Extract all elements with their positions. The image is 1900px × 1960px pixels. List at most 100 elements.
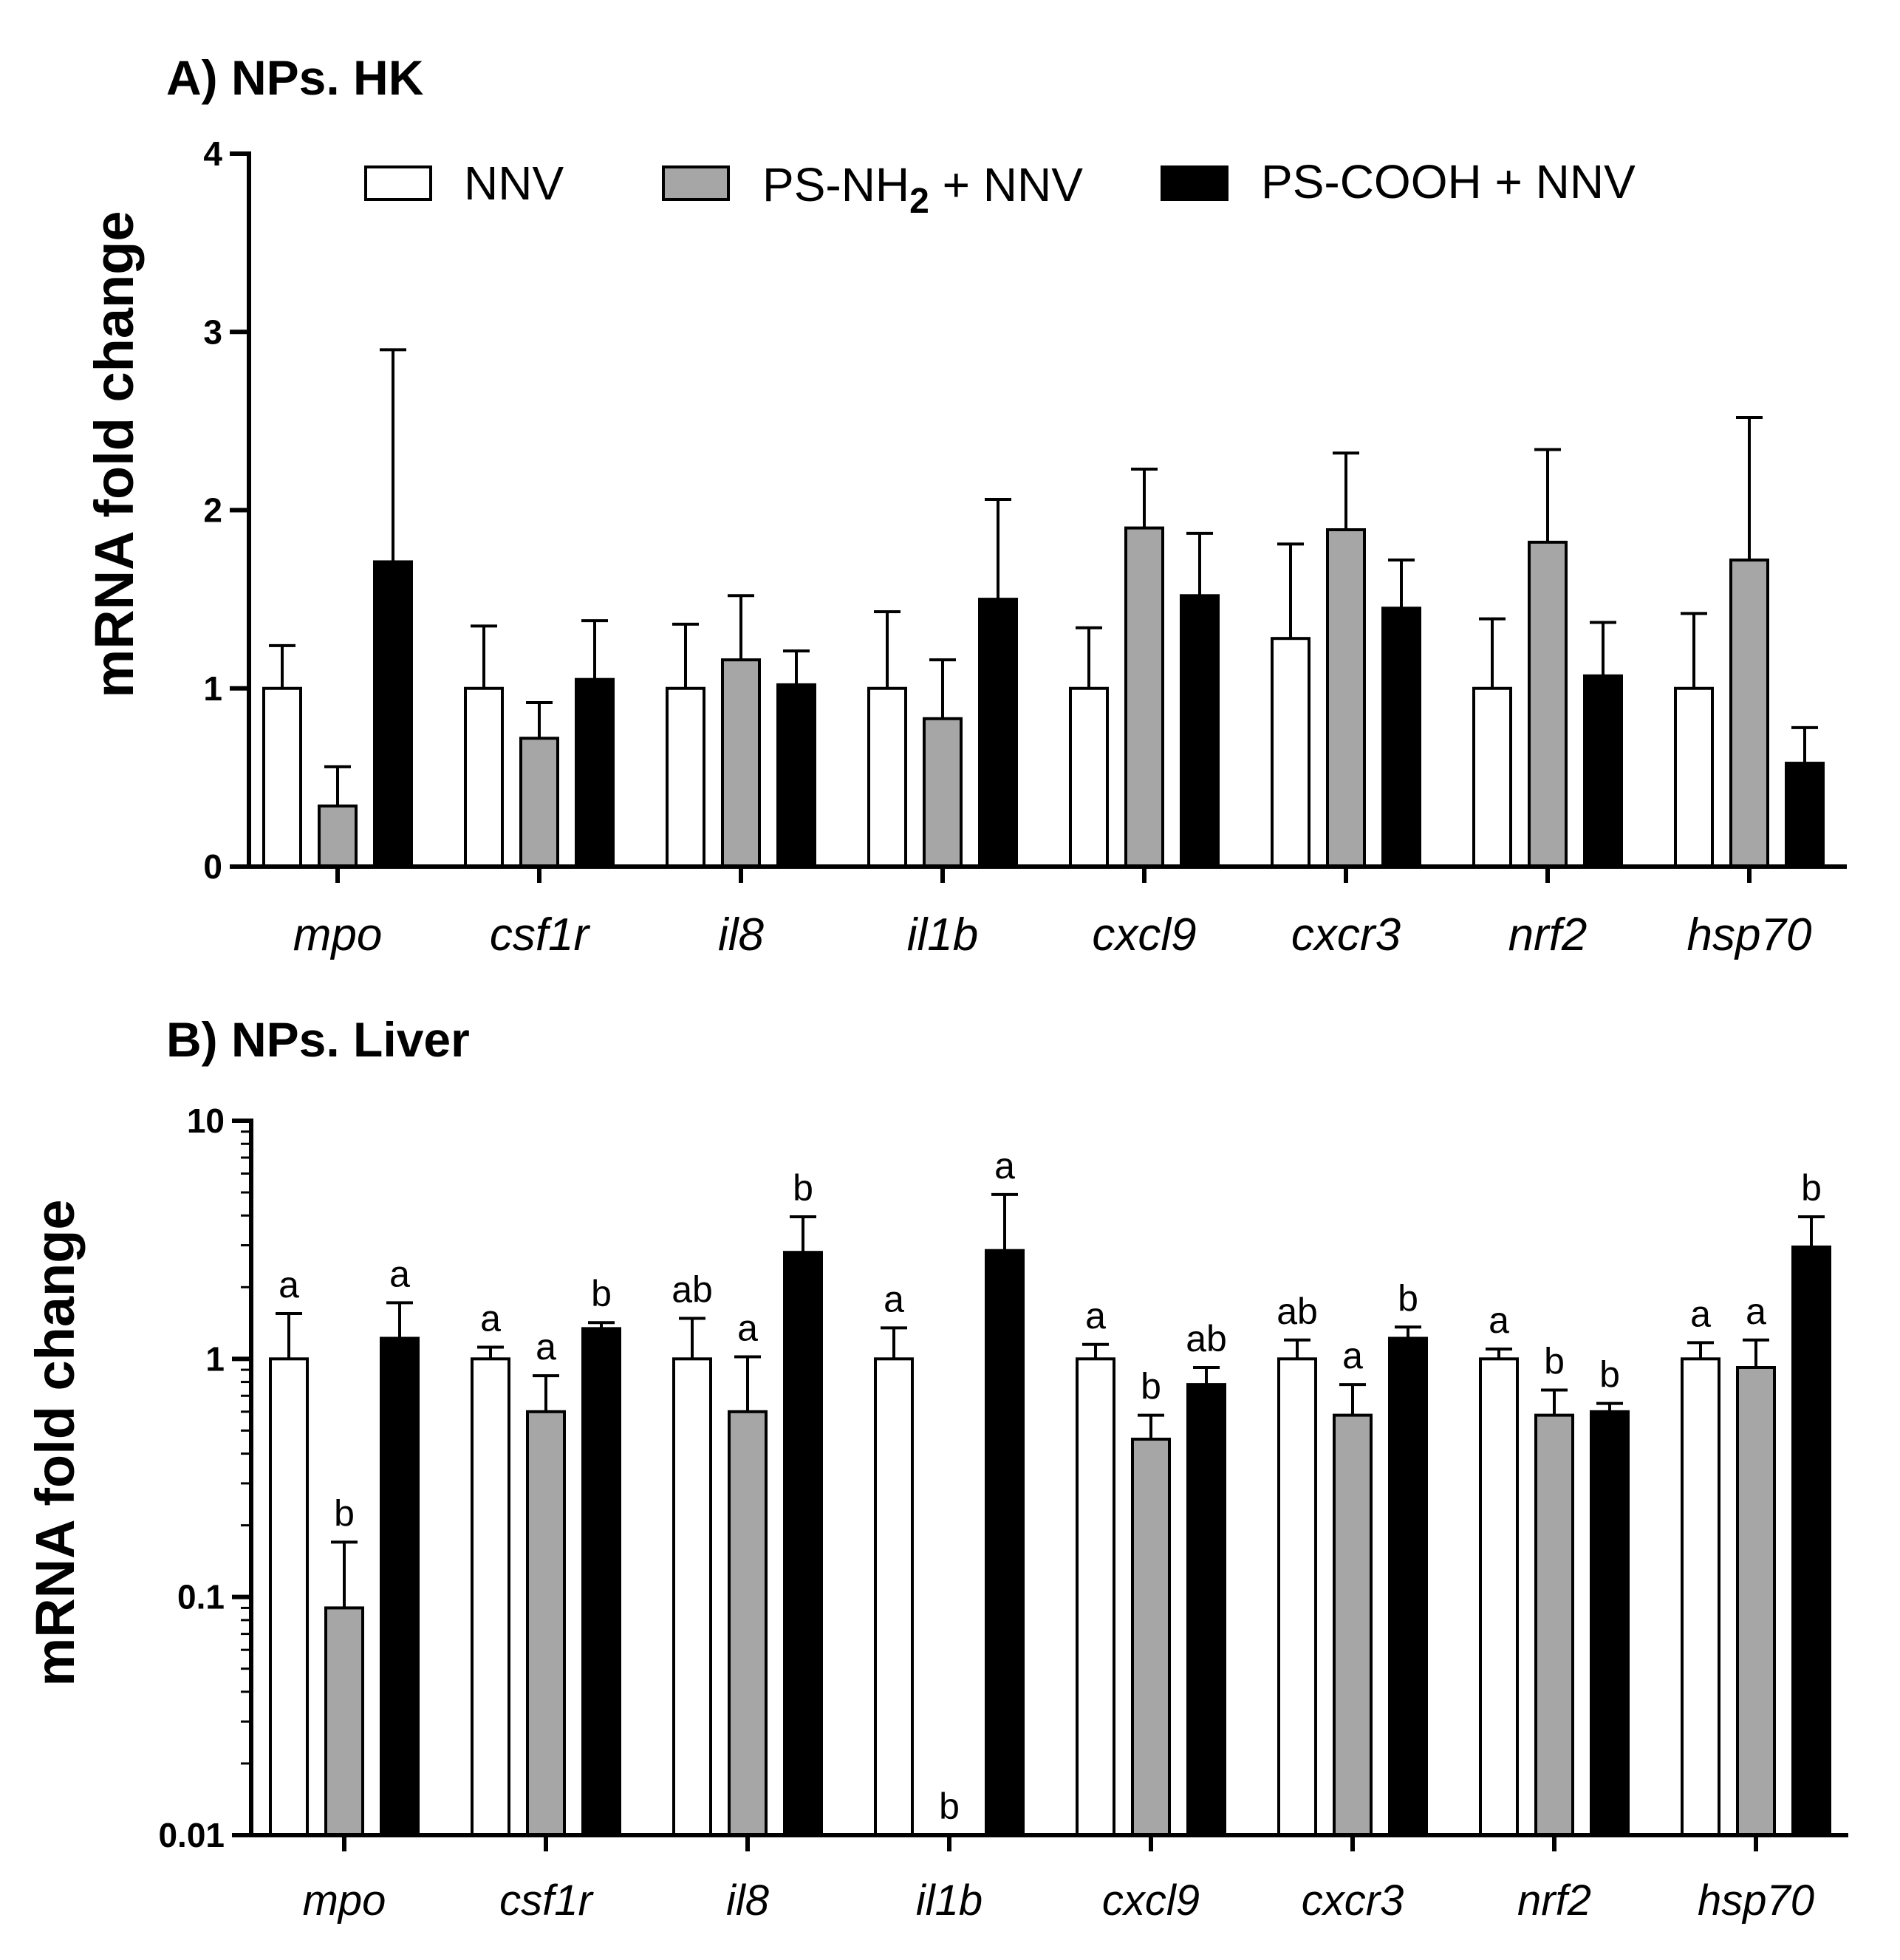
y-tick-label-0.01: 0.01 bbox=[158, 1816, 225, 1854]
y-tick-label-0.1: 0.1 bbox=[177, 1578, 225, 1616]
bar-cxcr3-1 bbox=[1333, 1413, 1373, 1837]
bar-csf1r-0 bbox=[464, 686, 504, 868]
significance-letter-il1b-1: b bbox=[939, 1786, 960, 1827]
significance-letter-il1b-2: a bbox=[994, 1145, 1015, 1186]
bar-cxcl9-0 bbox=[1076, 1357, 1115, 1837]
bar-cxcl9-1 bbox=[1131, 1438, 1171, 1837]
bar-csf1r-2 bbox=[581, 1327, 621, 1837]
panel-b-title: B) NPs. Liver bbox=[166, 1012, 470, 1067]
significance-letter-nrf2-1: b bbox=[1544, 1340, 1565, 1382]
bar-hsp70-0 bbox=[1674, 686, 1714, 868]
bar-il8-2 bbox=[776, 683, 816, 868]
x-tick-label-csf1r: csf1r bbox=[499, 1877, 594, 1925]
x-tick-label-mpo: mpo bbox=[303, 1877, 386, 1925]
significance-letter-csf1r-0: a bbox=[480, 1297, 501, 1339]
bar-mpo-0 bbox=[262, 686, 302, 868]
significance-letter-il8-2: b bbox=[793, 1167, 813, 1209]
significance-letter-nrf2-0: a bbox=[1489, 1300, 1509, 1341]
bar-il8-0 bbox=[666, 686, 705, 868]
legend: NNV PS-NH2 + NNV PS-COOH + NNV bbox=[364, 155, 1636, 221]
bar-csf1r-2 bbox=[575, 677, 615, 868]
bar-hsp70-2 bbox=[1791, 1245, 1831, 1837]
bar-il8-1 bbox=[721, 658, 761, 869]
significance-letter-hsp70-1: a bbox=[1746, 1291, 1766, 1332]
bar-mpo-1 bbox=[324, 1606, 364, 1837]
bar-cxcr3-2 bbox=[1381, 607, 1421, 868]
bar-cxcl9-0 bbox=[1069, 686, 1109, 868]
legend-label-ps-nh2-main: PS-NH bbox=[762, 158, 909, 211]
x-tick-label-cxcl9: cxcl9 bbox=[1102, 1877, 1200, 1925]
significance-letter-il1b-0: a bbox=[884, 1278, 904, 1319]
bar-il8-0 bbox=[672, 1357, 712, 1837]
panel-b-plot: abampoaabcsf1rababil8abail1bababcxcl9aba… bbox=[158, 1102, 1848, 1925]
x-tick-label-il1b: il1b bbox=[907, 909, 979, 960]
bar-mpo-1 bbox=[318, 804, 358, 868]
bar-nrf2-1 bbox=[1528, 540, 1568, 868]
x-tick-label-il1b: il1b bbox=[916, 1877, 983, 1925]
significance-letter-cxcr3-2: b bbox=[1398, 1277, 1418, 1319]
bar-cxcl9-2 bbox=[1180, 594, 1220, 868]
bar-nrf2-0 bbox=[1472, 686, 1512, 868]
legend-label-ps-nh2-suffix: + NNV bbox=[929, 158, 1083, 211]
x-tick-label-mpo: mpo bbox=[293, 909, 383, 960]
significance-letter-cxcl9-2: ab bbox=[1186, 1318, 1227, 1359]
bar-hsp70-2 bbox=[1785, 762, 1825, 868]
significance-letter-cxcl9-0: a bbox=[1085, 1295, 1106, 1336]
bar-il1b-0 bbox=[874, 1357, 914, 1837]
x-tick-label-il8: il8 bbox=[726, 1877, 769, 1925]
bar-hsp70-1 bbox=[1729, 559, 1769, 868]
legend-swatch-nnv bbox=[364, 165, 432, 201]
legend-label-ps-nh2: PS-NH2 + NNV bbox=[762, 158, 1083, 221]
bar-csf1r-1 bbox=[519, 737, 559, 868]
bar-nrf2-1 bbox=[1534, 1413, 1574, 1837]
y-tick-label-0: 0 bbox=[203, 847, 222, 886]
panel-b-ylabel: mRNA fold change bbox=[24, 1199, 86, 1686]
significance-letter-cxcl9-1: b bbox=[1141, 1366, 1161, 1407]
significance-letter-mpo-1: b bbox=[334, 1492, 355, 1534]
bar-cxcr3-1 bbox=[1326, 528, 1366, 868]
panel-a-title: A) NPs. HK bbox=[166, 50, 424, 105]
x-tick-label-nrf2: nrf2 bbox=[1517, 1877, 1591, 1925]
significance-letter-cxcr3-1: a bbox=[1342, 1335, 1363, 1376]
bar-nrf2-0 bbox=[1479, 1357, 1519, 1837]
bar-mpo-0 bbox=[269, 1357, 309, 1837]
panel-a-ylabel: mRNA fold change bbox=[83, 211, 145, 697]
significance-letter-mpo-2: a bbox=[389, 1253, 410, 1294]
bar-mpo-2 bbox=[380, 1336, 420, 1837]
x-tick-label-nrf2: nrf2 bbox=[1508, 909, 1588, 960]
bar-cxcr3-0 bbox=[1271, 637, 1310, 868]
significance-letter-hsp70-0: a bbox=[1690, 1293, 1711, 1334]
bar-csf1r-1 bbox=[526, 1410, 566, 1837]
x-tick-label-cxcr3: cxcr3 bbox=[1302, 1877, 1404, 1925]
legend-label-nnv: NNV bbox=[464, 157, 564, 210]
bar-il1b-2 bbox=[978, 598, 1018, 868]
legend-label-ps-cooh: PS-COOH + NNV bbox=[1261, 155, 1636, 208]
bar-hsp70-1 bbox=[1736, 1366, 1776, 1837]
bar-cxcr3-2 bbox=[1388, 1336, 1428, 1837]
bar-hsp70-0 bbox=[1681, 1357, 1720, 1837]
x-tick-label-hsp70: hsp70 bbox=[1687, 909, 1812, 960]
bar-nrf2-2 bbox=[1590, 1410, 1630, 1837]
bar-mpo-2 bbox=[373, 560, 413, 869]
x-tick-label-il8: il8 bbox=[718, 909, 765, 960]
bar-cxcr3-0 bbox=[1277, 1357, 1317, 1837]
panel-a-plot: mpo csf1r il8 il1b cxcl9 cxcr3 nrf2 hsp70 0 1 2 3 4 bbox=[203, 134, 1847, 960]
y-tick-label-10: 10 bbox=[187, 1102, 225, 1140]
x-tick-label-hsp70: hsp70 bbox=[1698, 1877, 1814, 1925]
bar-cxcl9-2 bbox=[1186, 1383, 1226, 1837]
y-tick-label-1: 1 bbox=[203, 669, 222, 708]
significance-letter-csf1r-1: a bbox=[536, 1326, 556, 1367]
bar-csf1r-0 bbox=[471, 1357, 510, 1837]
significance-letter-hsp70-2: b bbox=[1801, 1167, 1822, 1209]
significance-letter-il8-1: a bbox=[737, 1308, 758, 1349]
x-tick-label-cxcl9: cxcl9 bbox=[1092, 909, 1196, 960]
significance-letter-il8-0: ab bbox=[672, 1268, 713, 1310]
x-tick-label-csf1r: csf1r bbox=[490, 909, 591, 960]
y-tick-label-2: 2 bbox=[203, 491, 222, 530]
y-tick-label-1: 1 bbox=[205, 1339, 225, 1378]
y-tick-label-3: 3 bbox=[203, 313, 222, 351]
significance-letter-cxcr3-0: ab bbox=[1277, 1291, 1318, 1332]
bar-il8-2 bbox=[783, 1251, 823, 1837]
legend-swatch-ps-nh2 bbox=[662, 165, 730, 201]
